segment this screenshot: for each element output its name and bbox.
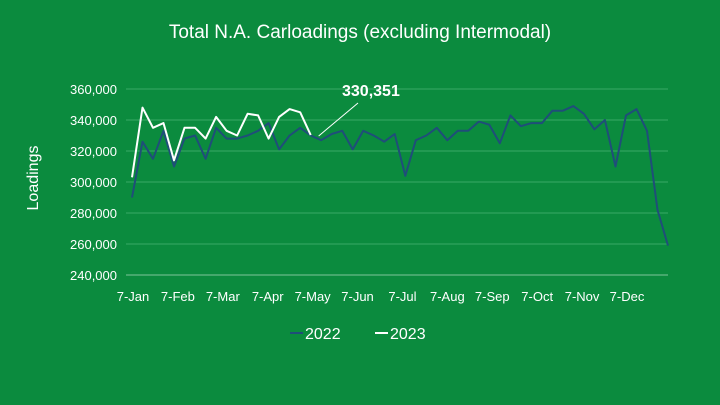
x-tick-label: 7-Jul [388,289,416,304]
x-tick-label: 7-Sep [475,289,510,304]
x-tick-label: 7-Aug [430,289,465,304]
x-tick-label: 7-Apr [252,289,284,304]
legend-label-2022: 2022 [305,326,341,343]
y-tick-label: 340,000 [70,113,117,128]
x-tick-label: 7-Nov [565,289,600,304]
y-tick-label: 240,000 [70,268,117,283]
x-tick-label: 7-Feb [161,289,195,304]
y-tick-label: 280,000 [70,206,117,221]
x-tick-label: 7-Jan [117,289,150,304]
y-tick-label: 300,000 [70,175,117,190]
x-tick-label: 7-Jun [341,289,374,304]
y-axis-label: Loadings [25,146,42,211]
series-line-2022 [131,105,669,246]
x-tick-label: 7-May [295,289,332,304]
y-tick-label: 260,000 [70,237,117,252]
y-axis-ticks: 240,000 260,000 280,000 300,000 320,000 340,0… [70,82,117,283]
legend: 2022 2023 [290,326,426,343]
callout: 330,351 [318,83,400,137]
x-tick-label: 7-Oct [521,289,553,304]
x-tick-label: 7-Dec [610,289,645,304]
gridlines [126,88,668,245]
legend-label-2023: 2023 [390,326,426,343]
series-line-2023 [131,106,312,178]
callout-leader-line [318,102,359,137]
y-tick-label: 320,000 [70,144,117,159]
series-lines [131,105,669,246]
y-tick-label: 360,000 [70,82,117,97]
x-tick-label: 7-Mar [206,289,241,304]
chart-title: Total N.A. Carloadings (excluding Interm… [169,22,551,43]
x-axis-ticks: 7-Jan 7-Feb 7-Mar 7-Apr 7-May 7-Jun 7-Jul 7-Aug… [117,289,645,304]
callout-label: 330,351 [342,83,400,100]
